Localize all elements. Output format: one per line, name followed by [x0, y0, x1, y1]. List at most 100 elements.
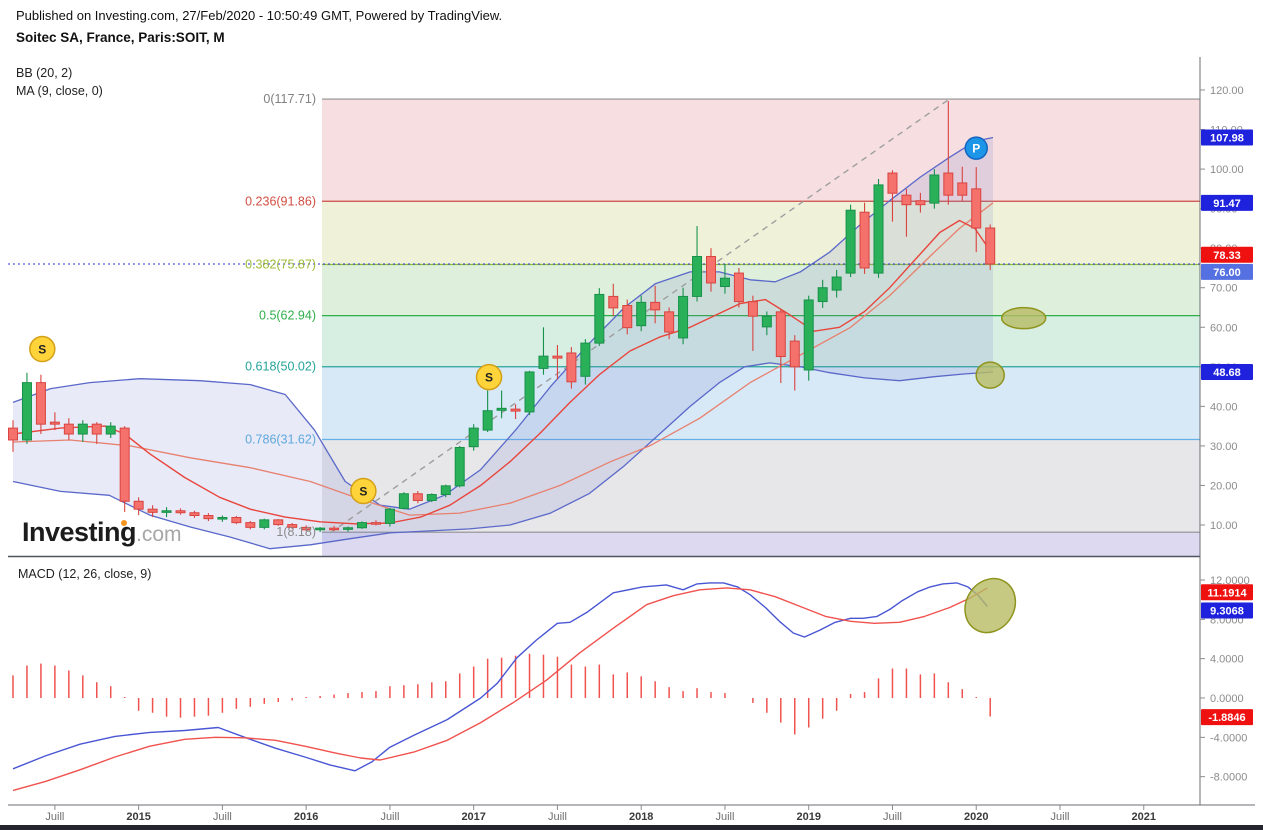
candle-body — [189, 512, 200, 517]
svg-text:48.68: 48.68 — [1213, 367, 1241, 379]
candle-body — [329, 527, 340, 531]
last-value-chip: 78.33 — [1201, 246, 1253, 263]
candle-body — [678, 295, 689, 339]
candle-body — [566, 352, 577, 383]
last-value-chip: -1.8846 — [1201, 709, 1253, 726]
bottom-window-edge — [0, 825, 1263, 830]
instrument-title: Soitec SA, France, Paris:SOIT, M — [16, 30, 225, 45]
candle-body — [175, 510, 186, 514]
candle-body — [873, 184, 884, 274]
fib-label: 0.236(91.86) — [245, 194, 316, 208]
x-tick-label: 2017 — [461, 811, 485, 823]
fib-zone — [322, 366, 1200, 440]
candle-body — [440, 485, 451, 496]
candle-body — [733, 272, 744, 303]
x-tick-label: 2015 — [126, 811, 150, 823]
last-value-chip: 76.00 — [1201, 263, 1253, 280]
candle-body — [63, 423, 74, 435]
fib-level-labels: 0(117.71) 0.236(91.86) 0.382(75.87) 0.5(62.… — [245, 92, 316, 539]
candle-body — [119, 427, 130, 502]
svg-text:S: S — [359, 484, 367, 498]
candle-body — [77, 423, 88, 435]
candle-body — [315, 527, 326, 531]
annotation-ellipse[interactable] — [955, 569, 1025, 642]
indicator-legend: BB (20, 2) MA (9, close, 0) — [16, 64, 103, 100]
last-value-chip: 107.98 — [1201, 129, 1253, 146]
candle-body — [35, 382, 46, 425]
fib-zone — [322, 201, 1200, 265]
candle-body — [803, 299, 814, 371]
candle-body — [412, 493, 423, 501]
macd-line — [12, 582, 988, 772]
candle-body — [496, 407, 507, 411]
macd-histogram — [12, 653, 991, 735]
svg-text:S: S — [38, 343, 46, 357]
candlestick-series — [8, 101, 996, 533]
candle-body — [622, 305, 633, 329]
y-tick-label: 60.00 — [1210, 322, 1238, 334]
candle-body — [287, 524, 298, 528]
candle-body — [468, 427, 479, 448]
svg-text:-1.8846: -1.8846 — [1208, 712, 1245, 724]
candle-body — [664, 311, 675, 333]
svg-text:11.1914: 11.1914 — [1207, 587, 1247, 599]
candle-body — [650, 301, 661, 311]
candle-body — [133, 500, 144, 510]
candle-body — [552, 355, 563, 359]
svg-text:S: S — [485, 371, 493, 385]
x-tick-label: Juill — [213, 811, 232, 823]
candle-body — [384, 508, 395, 524]
signal-s-marker[interactable]: S — [350, 477, 377, 505]
x-tick-label: 2016 — [294, 811, 318, 823]
macd-tick-label: 0.0000 — [1210, 693, 1244, 705]
candle-body — [245, 522, 256, 528]
fib-label: 0.618(50.02) — [245, 360, 316, 374]
last-value-chip: 91.47 — [1201, 194, 1253, 211]
investing-logo-name: Investing — [22, 517, 137, 547]
investing-logo-orange-dot-icon — [121, 520, 127, 526]
value-chips: 107.98 91.47 78.33 76.00 48.68 11.1914 9.3068 -… — [1201, 129, 1253, 726]
candle-body — [761, 315, 772, 328]
candle-body — [719, 277, 730, 288]
signal-p-marker[interactable]: P — [964, 136, 988, 160]
publish-info-line: Published on Investing.com, 27/Feb/2020 … — [16, 8, 503, 23]
signal-s-marker[interactable]: S — [29, 335, 56, 363]
candle-body — [706, 255, 716, 284]
candle-body — [929, 174, 940, 204]
annotation-ellipse[interactable] — [1000, 306, 1047, 330]
candle-body — [985, 227, 996, 265]
annotation-ellipse[interactable] — [975, 361, 1005, 389]
candle-body — [231, 516, 242, 524]
fib-label: 0.382(75.87) — [245, 258, 316, 272]
candle-body — [8, 427, 18, 441]
bb-legend-label: BB (20, 2) — [16, 66, 73, 80]
candle-body — [887, 172, 898, 194]
candle-body — [538, 355, 549, 369]
candle-body — [426, 494, 437, 501]
candle-body — [259, 519, 270, 528]
fib-zone — [322, 99, 1200, 202]
candle-body — [957, 182, 968, 196]
candle-body — [203, 515, 214, 520]
candle-body — [510, 408, 521, 412]
y-tick-label: 10.00 — [1210, 520, 1238, 532]
signal-s-marker[interactable]: S — [475, 363, 503, 391]
bb-fill — [13, 137, 993, 549]
candle-body — [845, 209, 856, 274]
candle-body — [398, 493, 409, 509]
candle-body — [608, 295, 619, 309]
investing-logo: Investing.com — [22, 517, 182, 548]
fib-label: 0.5(62.94) — [259, 309, 316, 323]
candle-body — [943, 172, 954, 196]
candle-body — [817, 287, 828, 303]
y-tick-label: 40.00 — [1210, 401, 1238, 413]
candle-body — [901, 194, 912, 206]
x-tick-label: 2018 — [629, 811, 653, 823]
candle-body — [692, 255, 703, 297]
svg-text:107.98: 107.98 — [1210, 133, 1244, 145]
candle-body — [747, 301, 758, 317]
x-tick-label: Juill — [715, 811, 734, 823]
x-tick-label: 2020 — [964, 811, 988, 823]
